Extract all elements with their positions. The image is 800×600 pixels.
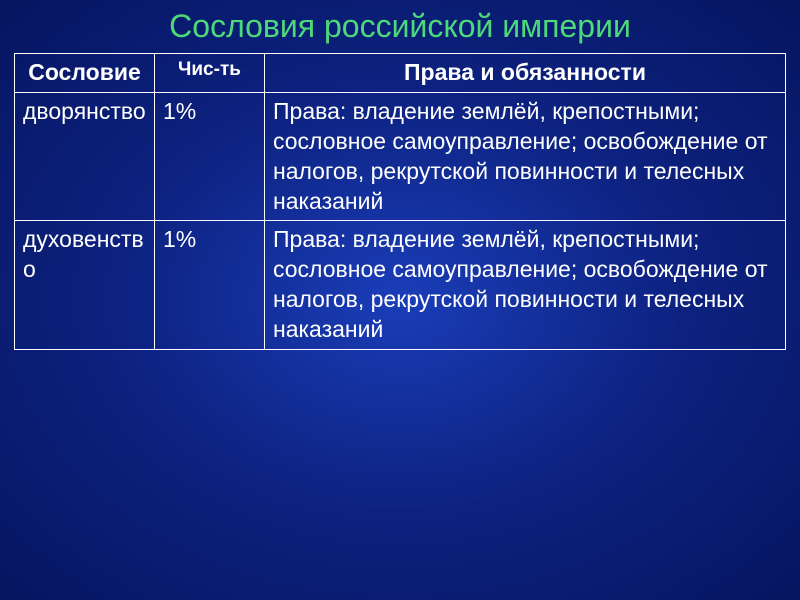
col-header-estate: Сословие: [15, 54, 155, 93]
cell-rights: Права: владение землёй, крепостными; сос…: [265, 92, 786, 221]
cell-estate: духовенство: [15, 221, 155, 350]
slide: Сословия российской империи Сословие Чис…: [0, 0, 800, 600]
cell-share: 1%: [155, 221, 265, 350]
slide-title: Сословия российской империи: [14, 8, 786, 45]
cell-estate: дворянство: [15, 92, 155, 221]
cell-share: 1%: [155, 92, 265, 221]
table-row: дворянство 1% Права: владение землёй, кр…: [15, 92, 786, 221]
col-header-share: Чис-ть: [155, 54, 265, 93]
estates-table: Сословие Чис-ть Права и обязанности двор…: [14, 53, 786, 350]
table-row: духовенство 1% Права: владение землёй, к…: [15, 221, 786, 350]
table-header-row: Сословие Чис-ть Права и обязанности: [15, 54, 786, 93]
col-header-rights: Права и обязанности: [265, 54, 786, 93]
cell-rights: Права: владение землёй, крепостными; сос…: [265, 221, 786, 350]
